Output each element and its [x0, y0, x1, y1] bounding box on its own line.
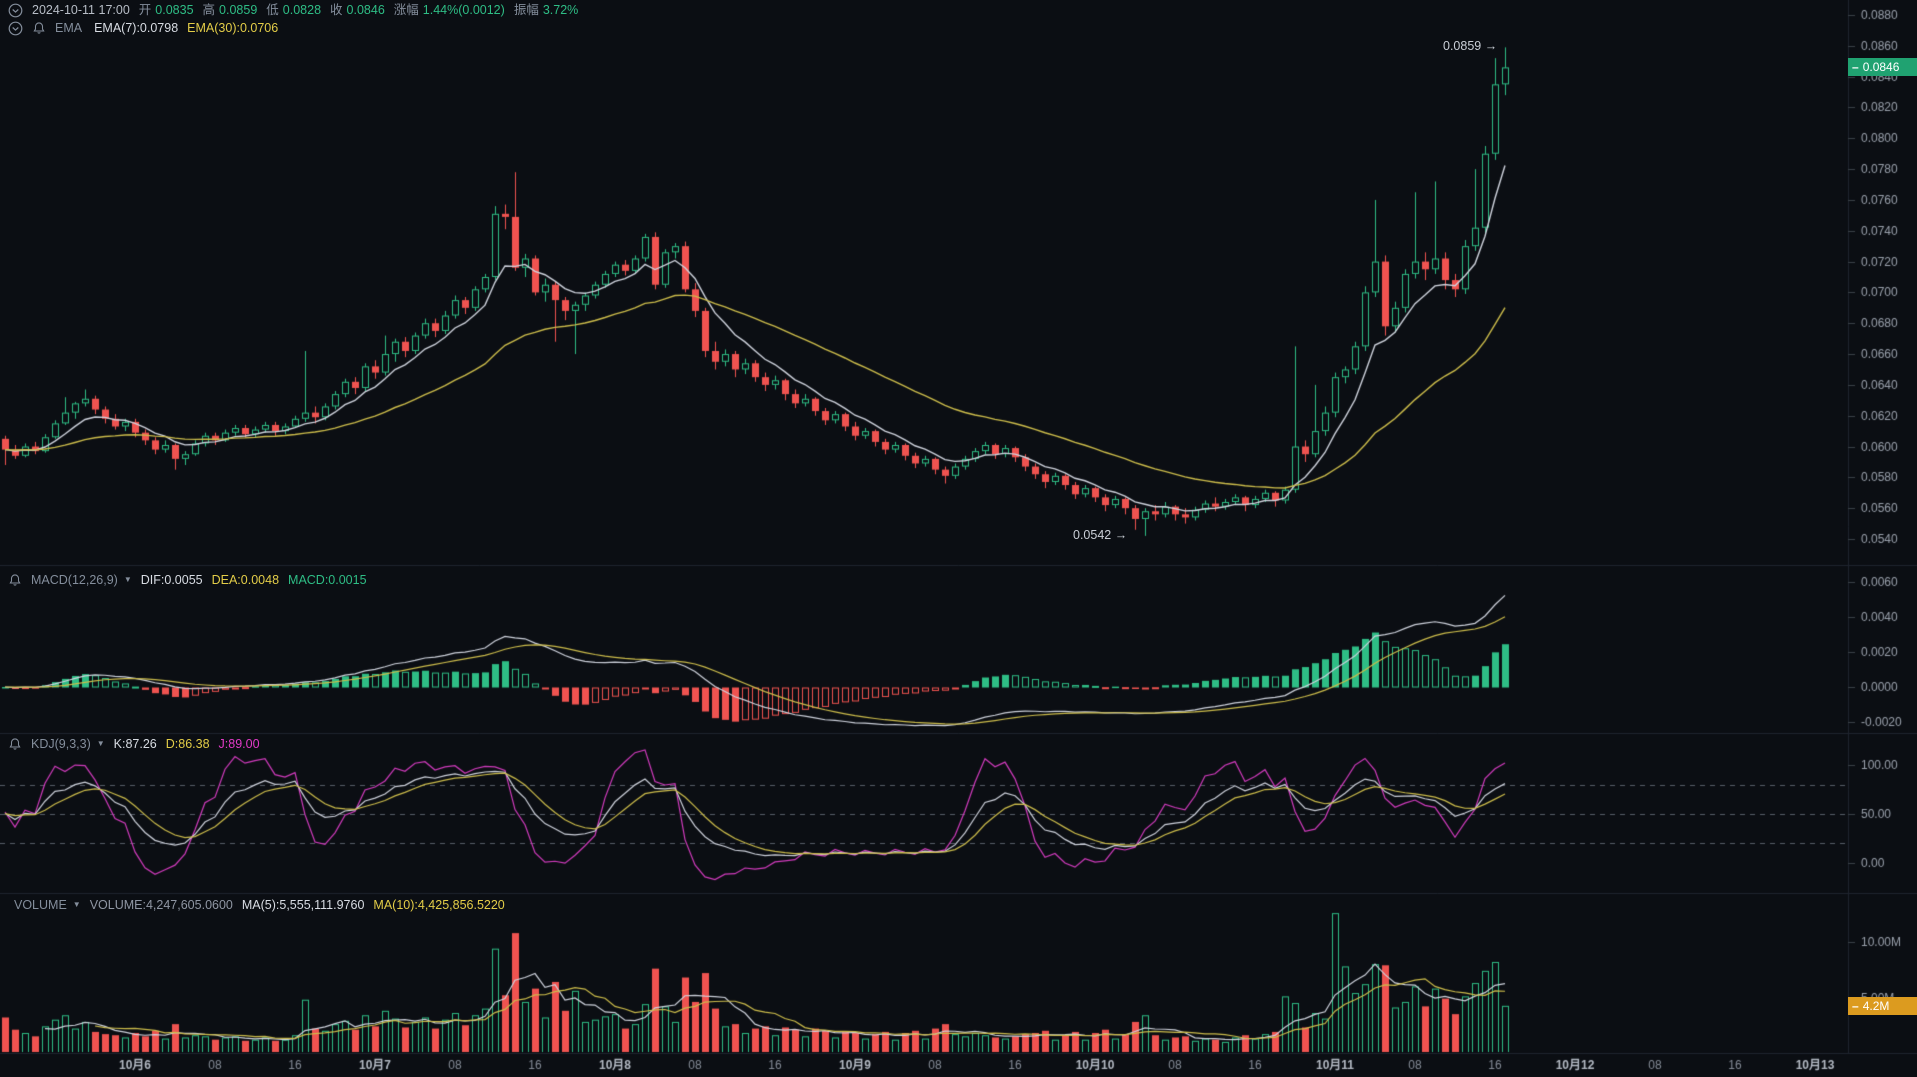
- low-value: 0.0828: [282, 3, 322, 17]
- close-label: 收: [330, 3, 343, 17]
- volume-name[interactable]: VOLUME: [14, 898, 67, 912]
- last-price-value: 0.0846: [1862, 60, 1900, 75]
- change-value: 1.44%(0.0012): [422, 3, 505, 17]
- candle-datetime: 2024-10-11 17:00: [32, 3, 130, 17]
- dea-value: DEA:0.0048: [211, 573, 280, 587]
- j-value: J:89.00: [218, 737, 260, 751]
- last-price-badge: – 0.0846: [1848, 58, 1917, 77]
- alert-bell-icon[interactable]: [8, 737, 22, 751]
- macd-value: MACD:0.0015: [288, 573, 367, 587]
- chevron-down-icon[interactable]: ▼: [96, 739, 105, 748]
- macd-header: MACD(12,26,9) ▼ DIF:0.0055 DEA:0.0048 MA…: [8, 572, 376, 588]
- amplitude-value: 3.72%: [542, 3, 579, 17]
- volume-header: VOLUME ▼ VOLUME:4,247,605.0600 MA(5):5,5…: [14, 897, 514, 913]
- chevron-down-icon[interactable]: ▼: [123, 575, 132, 584]
- ohlc-header: 2024-10-11 17:00 开 0.0835 高 0.0859 低 0.0…: [8, 2, 587, 18]
- high-label: 高: [202, 3, 216, 17]
- amplitude-label: 振幅: [513, 3, 539, 17]
- alert-bell-icon[interactable]: [8, 573, 22, 587]
- alert-bell-icon[interactable]: [32, 21, 46, 35]
- chevron-down-icon[interactable]: ▼: [72, 900, 81, 909]
- ema7-value: EMA(7):0.0798: [94, 21, 179, 35]
- low-label: 低: [266, 3, 279, 17]
- open-label: 开: [138, 3, 152, 17]
- collapse-pane-icon[interactable]: [8, 3, 23, 18]
- ema-name[interactable]: EMA: [55, 21, 83, 35]
- collapse-indicator-icon[interactable]: [8, 21, 23, 36]
- high-value: 0.0859: [219, 3, 258, 17]
- dif-value: DIF:0.0055: [140, 573, 203, 587]
- close-value: 0.0846: [346, 3, 385, 17]
- kdj-name[interactable]: KDJ(9,3,3): [31, 737, 91, 751]
- volume-ma5-value: MA(5):5,555,111.9760: [241, 898, 365, 912]
- volume-ma10-value: MA(10):4,425,856.5220: [373, 898, 505, 912]
- high-price-annotation: 0.0859 →: [1443, 39, 1498, 54]
- change-label: 涨幅: [393, 3, 419, 17]
- ema-header: EMA EMA(7):0.0798 EMA(30):0.0706: [8, 20, 287, 36]
- ema30-value: EMA(30):0.0706: [187, 21, 279, 35]
- last-volume-badge: – 4.2M: [1848, 996, 1917, 1015]
- volume-value: VOLUME:4,247,605.0600: [89, 898, 233, 912]
- macd-name[interactable]: MACD(12,26,9): [31, 573, 118, 587]
- low-price-annotation: 0.0542 →: [1073, 527, 1128, 542]
- d-value: D:86.38: [165, 737, 210, 751]
- kdj-header: KDJ(9,3,3) ▼ K:87.26 D:86.38 J:89.00: [8, 736, 269, 752]
- price-tick-dash: –: [1852, 60, 1859, 75]
- k-value: K:87.26: [113, 737, 157, 751]
- last-volume-value: 4.2M: [1862, 998, 1890, 1013]
- volume-tick-dash: –: [1852, 998, 1859, 1013]
- open-value: 0.0835: [155, 3, 194, 17]
